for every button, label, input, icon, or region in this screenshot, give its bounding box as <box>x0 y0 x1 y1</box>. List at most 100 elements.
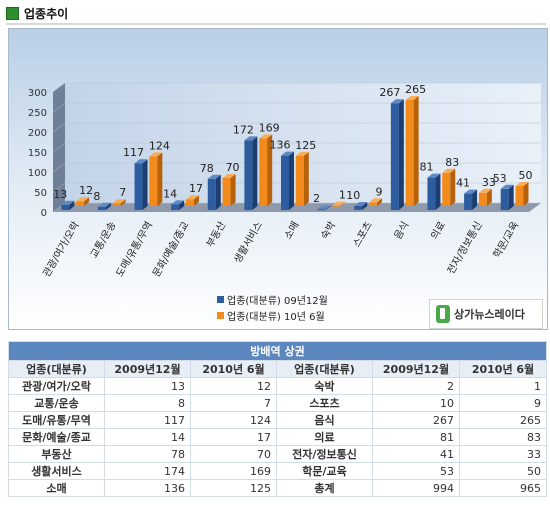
bar-front-2009 <box>61 204 70 210</box>
value-cell-2009: 136 <box>104 479 191 497</box>
bar-front-2009 <box>427 177 436 210</box>
data-label-2010: 70 <box>226 161 240 174</box>
bar-front-2010 <box>185 199 194 206</box>
table-row: 관광/여가/오락 13 12 숙박 2 1 <box>8 377 547 395</box>
bar-top-2009 <box>207 174 221 179</box>
value-cell-2010: 169 <box>190 462 277 480</box>
y-tick-label: 250 <box>28 108 47 119</box>
gridline-depth <box>52 82 66 93</box>
data-label-2009: 13 <box>53 188 67 201</box>
bar-side-2009 <box>398 99 404 210</box>
bar-top-2009 <box>500 184 514 189</box>
data-label-2010: 17 <box>189 182 203 195</box>
column-header: 2010년 6월 <box>190 360 277 378</box>
bar-top-2010 <box>259 134 273 139</box>
bar-top-2010 <box>112 199 126 204</box>
bar-top-2009 <box>61 200 75 205</box>
table-row: 생활서비스 174 169 학문/교육 53 50 <box>8 462 547 480</box>
bar-side-2010 <box>340 201 346 206</box>
data-label-2009: 14 <box>163 187 177 200</box>
bar-side-2009 <box>508 184 514 210</box>
column-header: 2009년12월 <box>104 360 191 378</box>
data-label-2010: 33 <box>482 176 496 189</box>
data-label-2009: 78 <box>200 162 214 175</box>
bar-side-2010 <box>523 182 529 206</box>
value-cell-2010: 9 <box>459 394 547 412</box>
bar-side-2009 <box>105 202 111 210</box>
value-cell-2009: 10 <box>372 394 460 412</box>
x-category-label: 소매 <box>282 220 302 242</box>
value-cell-2010: 265 <box>459 411 547 429</box>
data-label-2010: 7 <box>119 186 126 199</box>
bar-front-2009 <box>134 163 143 210</box>
data-label-2010: 124 <box>149 139 170 152</box>
bar-front-2009 <box>244 140 253 210</box>
square-bullet-icon <box>6 6 19 20</box>
bar-top-2009 <box>244 136 258 141</box>
bar-side-2010 <box>450 168 456 206</box>
value-cell-2009: 53 <box>372 462 460 480</box>
bar-front-2010 <box>442 172 451 206</box>
value-cell-2009: 78 <box>104 445 191 463</box>
bar-top-2009 <box>134 159 148 164</box>
category-cell: 총계 <box>276 479 373 497</box>
data-label-2009: 81 <box>419 161 433 174</box>
bar-side-2009 <box>435 173 441 210</box>
bar-side-2010 <box>157 152 163 206</box>
data-label-2009: 172 <box>233 123 254 136</box>
bar-front-2010 <box>332 205 341 207</box>
bar-front-2010 <box>369 202 378 206</box>
bar-front-2009 <box>500 188 509 210</box>
value-cell-2010: 50 <box>459 462 547 480</box>
x-category-label: 문화/예술/종교 <box>150 220 191 280</box>
bar-top-2009 <box>281 151 294 156</box>
bar-top-2009 <box>464 189 478 194</box>
value-cell-2009: 8 <box>104 394 191 412</box>
value-cell-2009: 117 <box>104 411 191 429</box>
value-cell-2009: 81 <box>372 428 460 446</box>
column-header: 업종(대분류) <box>276 360 373 378</box>
y-tick-label: 50 <box>34 188 47 199</box>
section-title: 업종추이 <box>24 6 69 21</box>
data-label-2009: 53 <box>493 172 507 185</box>
data-table: 방배역 상권 업종(대분류) 2009년12월 2010년 6월 업종(대분류)… <box>8 341 547 497</box>
value-cell-2010: 124 <box>190 411 277 429</box>
bar-front-2009 <box>281 155 289 210</box>
x-category-label: 교통/운송 <box>88 220 118 261</box>
brand-logo: 상가뉴스레이다 <box>429 299 543 329</box>
bar-front-2010 <box>149 156 158 206</box>
column-header: 업종(대분류) <box>8 360 105 378</box>
x-category-label: 전자/정보통신 <box>445 219 485 276</box>
data-label-2009: 117 <box>123 146 144 159</box>
bar-side-2010 <box>120 199 126 206</box>
bar-top-2010 <box>185 195 199 200</box>
bar-top-2010 <box>405 96 419 100</box>
chart-panel: 0 50 100 150 200 250 300 13 12 관광/여가/오락 8 7 교통/운송 117… <box>8 28 548 330</box>
category-cell: 문화/예술/종교 <box>8 428 105 446</box>
bar-side-2009 <box>252 136 258 210</box>
bar-front-2010 <box>76 201 85 206</box>
legend-item-2010: 업종(대분류) 10년 6월 <box>217 307 328 323</box>
bar-side-2009 <box>289 151 294 210</box>
data-label-2010: 125 <box>295 139 316 152</box>
bar-front-2010 <box>295 156 304 206</box>
header-divider <box>6 23 546 25</box>
data-label-2009: 41 <box>456 177 470 190</box>
bar-side-2010 <box>413 96 419 206</box>
data-label-2010: 12 <box>79 184 93 197</box>
category-cell: 소매 <box>8 479 105 497</box>
category-cell: 전자/정보통신 <box>276 445 373 463</box>
x-category-label: 음식 <box>392 220 412 242</box>
table-title: 방배역 상권 <box>8 341 547 361</box>
data-label-2009: 8 <box>93 190 100 203</box>
bar-side-2009 <box>472 189 478 210</box>
data-label-2009: 2 <box>313 192 320 205</box>
bar-side-2010 <box>193 195 199 206</box>
table-header-row: 업종(대분류) 2009년12월 2010년 6월 업종(대분류) 2009년1… <box>8 360 547 378</box>
value-cell-2009: 267 <box>372 411 460 429</box>
bar-top-2010 <box>369 198 383 203</box>
bar-front-2010 <box>405 100 414 206</box>
y-tick-label: 100 <box>28 168 47 179</box>
bar-top-2009 <box>354 202 368 206</box>
value-cell-2010: 17 <box>190 428 277 446</box>
